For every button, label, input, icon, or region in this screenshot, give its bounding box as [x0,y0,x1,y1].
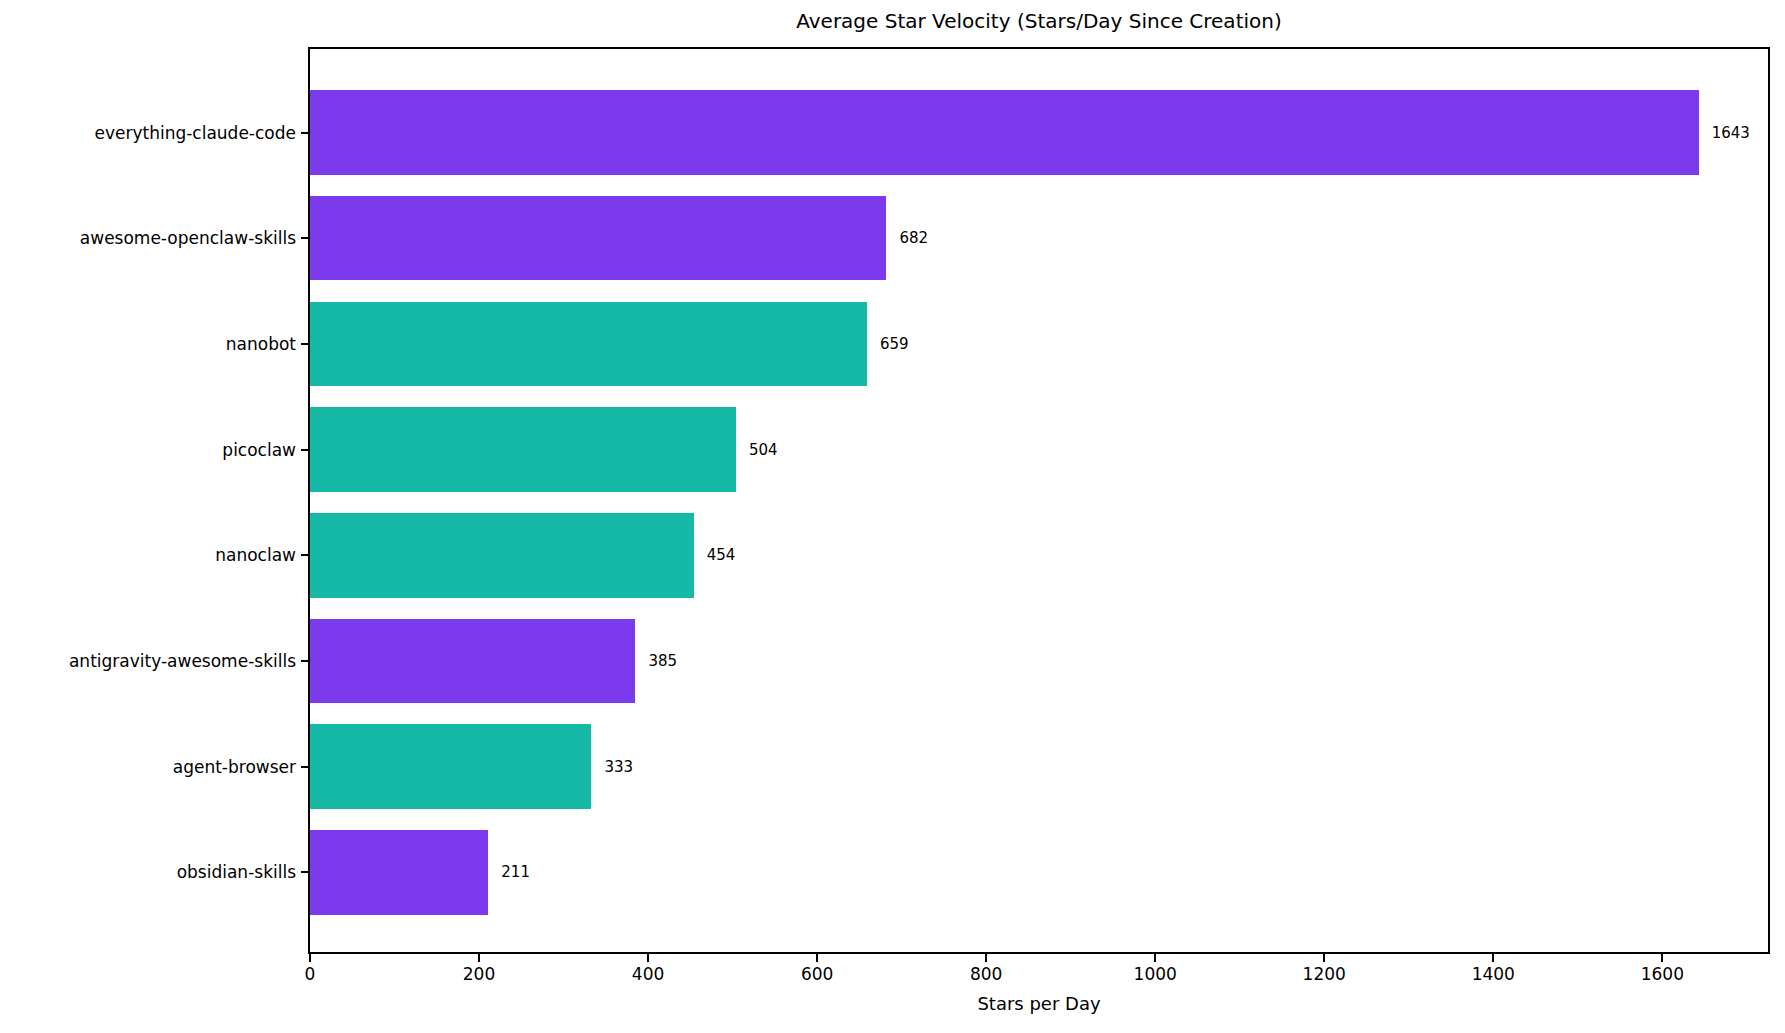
bar-value-label: 454 [707,546,736,564]
x-tick-label: 1200 [1303,964,1346,984]
y-tick-label: antigravity-awesome-skills [0,651,296,671]
bar-agent-browser [310,724,591,809]
bar-value-label: 211 [501,863,530,881]
bar-obsidian-skills [310,830,488,915]
y-tick-mark [301,660,308,662]
x-tick-mark [478,954,480,962]
y-tick-mark [301,343,308,345]
x-tick-mark [1154,954,1156,962]
bar-value-label: 504 [749,441,778,459]
x-tick-label: 200 [463,964,495,984]
bar-value-label: 385 [648,652,677,670]
bar-value-label: 659 [880,335,909,353]
x-tick-label: 1400 [1472,964,1515,984]
chart-title: Average Star Velocity (Stars/Day Since C… [308,9,1770,33]
y-tick-label: nanobot [0,334,296,354]
y-tick-mark [301,449,308,451]
x-tick-mark [816,954,818,962]
y-tick-label: obsidian-skills [0,862,296,882]
y-tick-mark [301,132,308,134]
plot-area: 1643 682 659 504 454 385 333 211 [308,47,1770,954]
y-tick-label: nanoclaw [0,545,296,565]
bar-nanobot [310,302,867,387]
x-axis-title: Stars per Day [308,993,1770,1014]
x-tick-label: 0 [305,964,316,984]
bar-value-label: 682 [899,229,928,247]
x-tick-mark [1492,954,1494,962]
bar-picoclaw [310,407,736,492]
bar-value-label: 333 [604,758,633,776]
y-tick-label: agent-browser [0,757,296,777]
x-tick-label: 600 [801,964,833,984]
bar-chart-figure: Average Star Velocity (Stars/Day Since C… [0,0,1785,1033]
bar-nanoclaw [310,513,694,598]
x-tick-label: 1000 [1134,964,1177,984]
x-tick-label: 400 [632,964,664,984]
bar-antigravity-awesome-skills [310,619,635,704]
y-tick-mark [301,766,308,768]
x-tick-mark [309,954,311,962]
bar-everything-claude-code [310,90,1699,175]
y-tick-label: everything-claude-code [0,123,296,143]
y-tick-mark [301,554,308,556]
y-tick-label: picoclaw [0,440,296,460]
x-tick-mark [647,954,649,962]
x-tick-label: 1600 [1641,964,1684,984]
x-tick-mark [1323,954,1325,962]
bar-awesome-openclaw-skills [310,196,886,281]
x-tick-label: 800 [970,964,1002,984]
x-tick-mark [1661,954,1663,962]
x-tick-mark [985,954,987,962]
y-tick-mark [301,871,308,873]
y-tick-mark [301,237,308,239]
bar-value-label: 1643 [1712,124,1750,142]
y-tick-label: awesome-openclaw-skills [0,228,296,248]
